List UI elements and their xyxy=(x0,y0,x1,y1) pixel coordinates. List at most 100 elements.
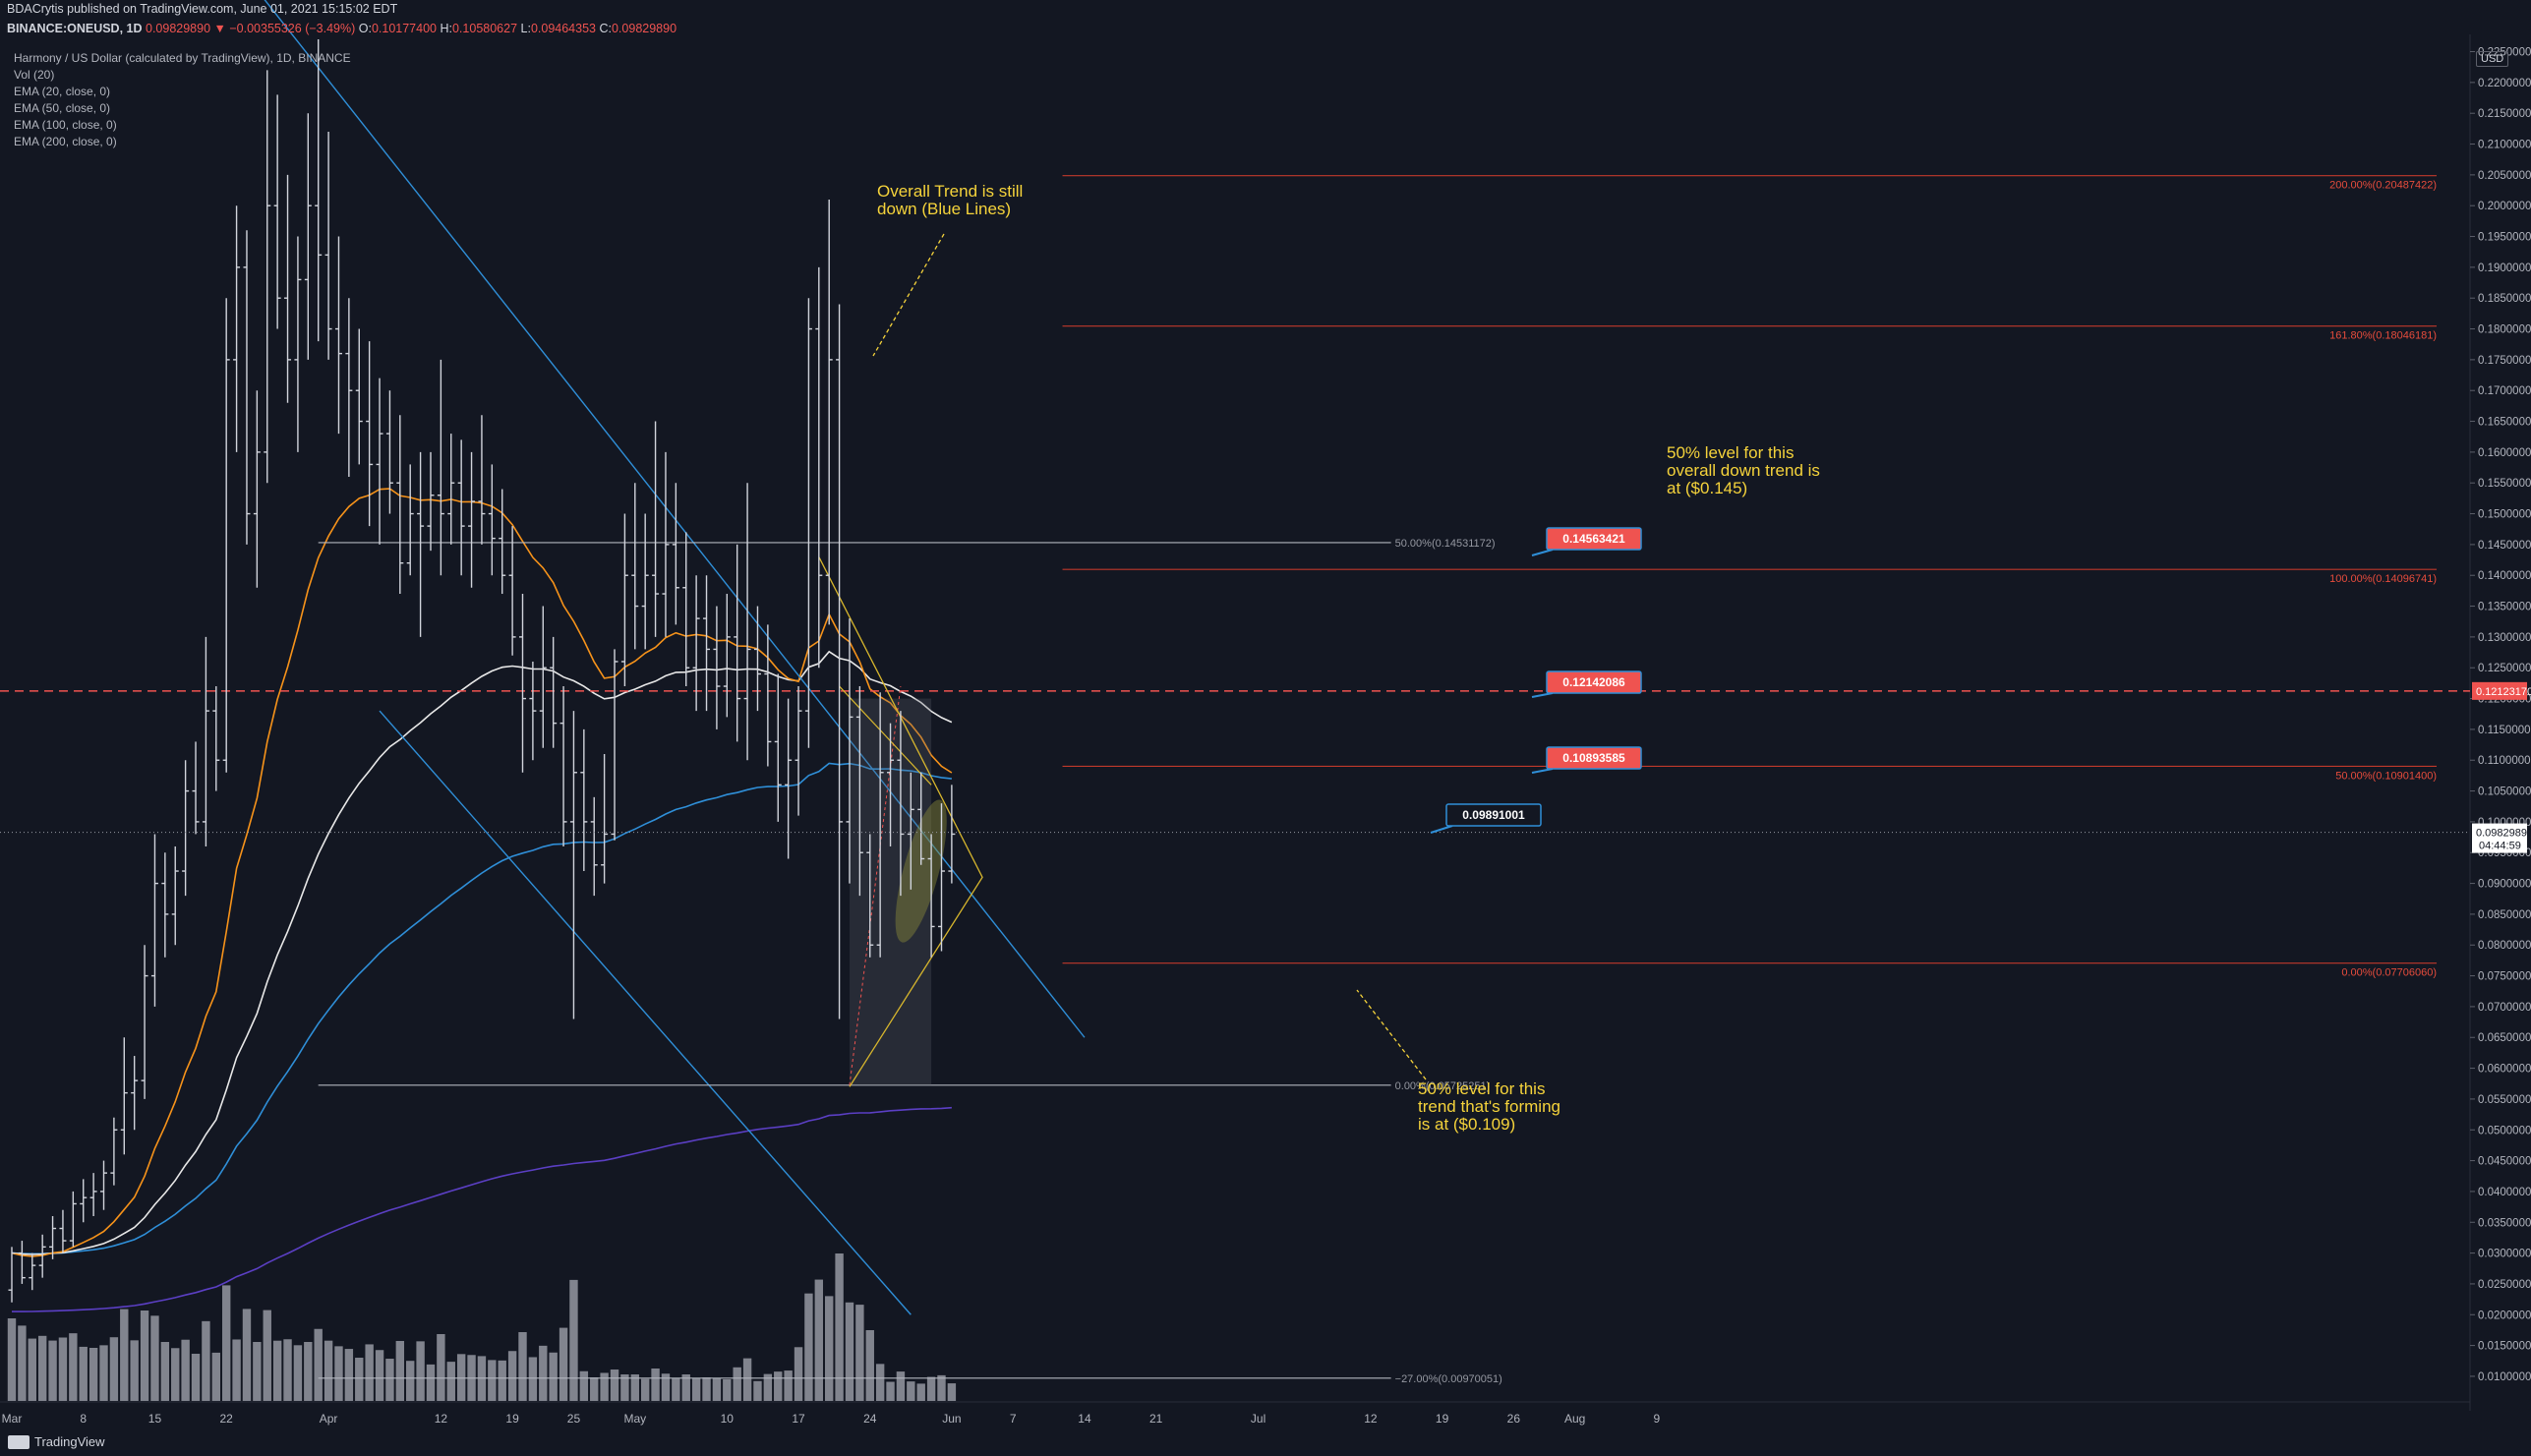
volume-bar xyxy=(753,1380,762,1401)
legend-ema20[interactable]: EMA (20, close, 0) xyxy=(14,85,111,98)
fib-level-label: 50.00%(0.10901400) xyxy=(2335,770,2437,782)
legend-ema50[interactable]: EMA (50, close, 0) xyxy=(14,101,111,115)
volume-bar xyxy=(304,1342,313,1401)
volume-bar xyxy=(7,1318,17,1401)
time-tick-label: 9 xyxy=(1653,1412,1660,1426)
volume-bar xyxy=(375,1350,384,1401)
volume-bar xyxy=(79,1346,88,1401)
volume-bar xyxy=(559,1327,568,1401)
annotation-line: 50% level for this xyxy=(1418,1079,1545,1098)
annotation-arrow xyxy=(872,233,945,357)
volume-bar xyxy=(610,1369,619,1401)
volume-bar xyxy=(774,1371,783,1401)
price-tick-label: 0.01000000 xyxy=(2478,1371,2531,1383)
currency-badge[interactable]: USD xyxy=(2476,51,2509,67)
callout-label: 0.12142086 xyxy=(1562,675,1625,689)
volume-bar xyxy=(712,1377,722,1401)
callout-box xyxy=(1546,527,1642,551)
annotation-line: 50% level for this xyxy=(1667,443,1794,462)
price-callout: 0.10893585 xyxy=(1531,746,1642,774)
volume-bar xyxy=(498,1360,506,1401)
tradingview-logo[interactable]: TradingView xyxy=(8,1434,105,1449)
time-axis: Mar 8 15 22 Apr 12 19 25 May 10 17 24 Jun 7 14 21 Jul 12 1… xyxy=(0,1401,2470,1426)
time-tick-label: 17 xyxy=(792,1412,805,1426)
symmetrical-triangle xyxy=(818,556,983,1087)
volume-bar xyxy=(437,1334,445,1401)
callout-label: 0.10893585 xyxy=(1562,751,1625,765)
symbol-label: BINANCE:ONEUSD, 1D xyxy=(7,22,143,35)
time-tick-label: 15 xyxy=(148,1412,162,1426)
volume-bar xyxy=(48,1340,57,1401)
volume-bar xyxy=(221,1285,231,1401)
volume-bar xyxy=(528,1357,538,1401)
time-tick-label: Apr xyxy=(320,1412,338,1426)
legend-vol[interactable]: Vol (20) xyxy=(14,68,55,82)
callout-pointer xyxy=(1531,549,1554,556)
volume-bar xyxy=(314,1328,323,1401)
publish-info: BDACrytis published on TradingView.com, … xyxy=(7,2,397,16)
upper-trend-line xyxy=(264,0,1086,1038)
time-tick-label: 7 xyxy=(1010,1412,1017,1426)
volume-bar xyxy=(253,1342,262,1401)
callout-label: 0.14563421 xyxy=(1562,532,1625,546)
volume-bar xyxy=(742,1358,752,1401)
volume-bar xyxy=(385,1359,394,1401)
volume-bar xyxy=(723,1378,732,1401)
volume-bar xyxy=(242,1309,252,1401)
close-value: 0.09829890 xyxy=(611,22,677,35)
time-tick-label: Aug xyxy=(1564,1412,1585,1426)
white-level-label: −27.00%(0.00970051) xyxy=(1395,1373,1502,1385)
ohlc-header: BINANCE:ONEUSD, 1D 0.09829890 ▼ −0.00355… xyxy=(7,22,677,35)
volume-bar xyxy=(702,1377,711,1401)
price-callout: 0.09891001 xyxy=(1430,803,1542,834)
time-tick-label: 21 xyxy=(1149,1412,1163,1426)
volume-bar xyxy=(763,1373,773,1401)
volume-bar xyxy=(69,1333,78,1401)
white-level-label: 50.00%(0.14531172) xyxy=(1395,538,1496,550)
publish-line: BDACrytis published on TradingView.com, … xyxy=(7,2,398,16)
volume-bar xyxy=(926,1376,936,1401)
chart-title: Harmony / US Dollar (calculated by Tradi… xyxy=(14,51,351,65)
volume-bar xyxy=(263,1310,271,1401)
volume-bar xyxy=(947,1383,957,1401)
legend-ema100[interactable]: EMA (100, close, 0) xyxy=(14,118,117,132)
time-tick-label: 26 xyxy=(1507,1412,1521,1426)
time-tick-label: 12 xyxy=(1364,1412,1378,1426)
volume-bar xyxy=(937,1374,946,1401)
legend-ema200[interactable]: EMA (200, close, 0) xyxy=(14,135,117,148)
volume-bar xyxy=(395,1340,405,1401)
annotation-line: at ($0.145) xyxy=(1667,479,1747,497)
volume-bar xyxy=(661,1373,671,1401)
volume-bar xyxy=(784,1370,793,1401)
volume-bar xyxy=(875,1364,885,1401)
volume-bar xyxy=(672,1377,680,1401)
volume-bar xyxy=(804,1293,813,1401)
volume-bar xyxy=(37,1335,47,1401)
time-tick-label: 19 xyxy=(1436,1412,1449,1426)
tradingview-logo-icon xyxy=(8,1434,29,1449)
current-price-value: 0.09829890 xyxy=(2476,828,2531,840)
volume-bar xyxy=(620,1374,629,1401)
volume-bar xyxy=(28,1338,36,1401)
callout-box xyxy=(1546,746,1642,770)
